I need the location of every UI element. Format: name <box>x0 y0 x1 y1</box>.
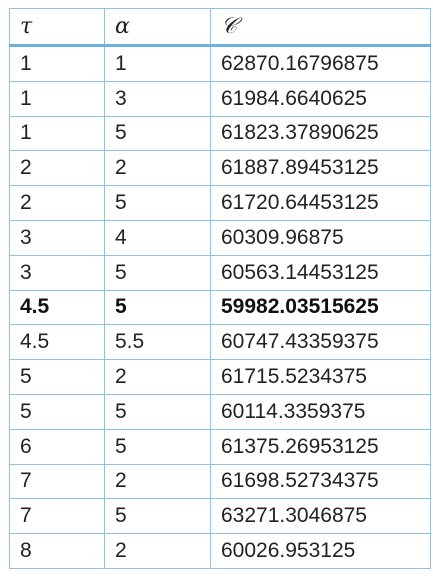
cell-tau: 2 <box>9 150 105 187</box>
table-row: 1 5 61823.37890625 <box>9 115 431 152</box>
cell-alpha: 5 <box>104 393 211 430</box>
header-c: 𝒞 <box>210 8 431 47</box>
table-row: 5 5 60114.3359375 <box>9 393 431 430</box>
cell-alpha: 5 <box>104 498 211 535</box>
cell-c: 63271.3046875 <box>210 498 431 535</box>
cell-alpha: 4 <box>104 219 211 256</box>
table-row: 2 2 61887.89453125 <box>9 150 431 187</box>
cell-alpha: 1 <box>104 45 211 82</box>
cell-c: 61720.64453125 <box>210 185 431 221</box>
cell-tau: 7 <box>9 498 105 535</box>
cell-tau: 4.5 <box>9 289 105 326</box>
cell-c: 61887.89453125 <box>210 150 431 187</box>
table-body: 1 1 62870.16796875 1 3 61984.6640625 1 5 61823.3… <box>9 45 431 569</box>
cell-c: 61698.52734375 <box>210 463 431 500</box>
cell-tau: 5 <box>9 359 105 395</box>
header-alpha: α <box>104 8 211 47</box>
cell-c: 61823.37890625 <box>210 115 431 152</box>
cell-tau: 2 <box>9 185 105 221</box>
cell-c: 61715.5234375 <box>210 359 431 395</box>
cell-tau: 1 <box>9 45 105 82</box>
cell-tau: 3 <box>9 254 105 291</box>
cell-tau: 7 <box>9 463 105 500</box>
cell-alpha: 5 <box>104 289 211 326</box>
results-table: τ α 𝒞 1 1 62870.16796875 1 3 61984.6640625 1 5 6… <box>9 8 431 569</box>
header-row: τ α 𝒞 <box>9 8 431 47</box>
cell-alpha: 2 <box>104 359 211 395</box>
cell-alpha: 5 <box>104 185 211 221</box>
cell-c: 59982.03515625 <box>210 289 431 326</box>
cell-alpha: 5.5 <box>104 324 211 361</box>
cell-alpha: 3 <box>104 80 211 117</box>
cell-c: 60026.953125 <box>210 533 431 569</box>
header-tau: τ <box>9 8 105 47</box>
cell-alpha: 5 <box>104 115 211 152</box>
cell-alpha: 2 <box>104 463 211 500</box>
cell-tau: 1 <box>9 80 105 117</box>
cell-c: 60747.43359375 <box>210 324 431 361</box>
table-row: 6 5 61375.26953125 <box>9 428 431 465</box>
cell-alpha: 2 <box>104 533 211 569</box>
cell-c: 60114.3359375 <box>210 393 431 430</box>
table-row: 4.5 5.5 60747.43359375 <box>9 324 431 361</box>
table-row: 2 5 61720.64453125 <box>9 185 431 221</box>
table-row: 3 5 60563.14453125 <box>9 254 431 291</box>
cell-tau: 6 <box>9 428 105 465</box>
cell-c: 60563.14453125 <box>210 254 431 291</box>
cell-tau: 8 <box>9 533 105 569</box>
table-row: 1 3 61984.6640625 <box>9 80 431 117</box>
cell-alpha: 5 <box>104 428 211 465</box>
cell-c: 61984.6640625 <box>210 80 431 117</box>
table-row: 7 2 61698.52734375 <box>9 463 431 500</box>
cell-tau: 5 <box>9 393 105 430</box>
cell-tau: 1 <box>9 115 105 152</box>
table-row: 5 2 61715.5234375 <box>9 359 431 395</box>
cell-c: 61375.26953125 <box>210 428 431 465</box>
cell-tau: 4.5 <box>9 324 105 361</box>
table-row: 8 2 60026.953125 <box>9 533 431 569</box>
table-row: 7 5 63271.3046875 <box>9 498 431 535</box>
cell-c: 60309.96875 <box>210 219 431 256</box>
cell-alpha: 2 <box>104 150 211 187</box>
table-row: 1 1 62870.16796875 <box>9 45 431 82</box>
cell-tau: 3 <box>9 219 105 256</box>
cell-alpha: 5 <box>104 254 211 291</box>
table-row: 3 4 60309.96875 <box>9 219 431 256</box>
table-row: 4.5 5 59982.03515625 <box>9 289 431 326</box>
cell-c: 62870.16796875 <box>210 45 431 82</box>
